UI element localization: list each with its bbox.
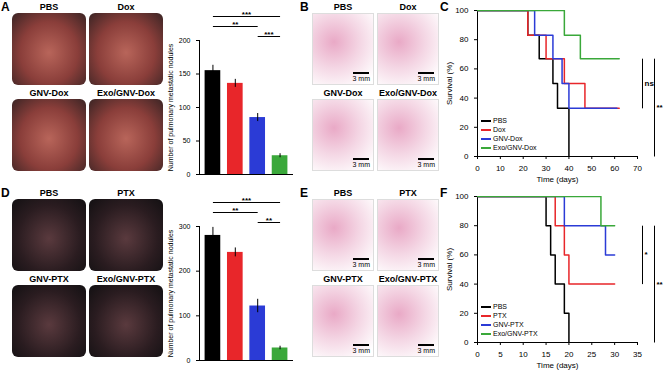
html-text:Exo/GNV-PTX: Exo/GNV-PTX [493,330,538,337]
svg-text:0: 0 [464,338,469,347]
svg-text:100: 100 [179,104,191,111]
html-text:3 mm: 3 mm [352,75,370,82]
svg-text:30: 30 [610,350,619,359]
svg-text:Survival (%): Survival (%) [445,62,454,105]
svg-text:Time (days): Time (days) [537,361,579,370]
html-text:GNV-Dox: GNV-Dox [29,88,69,98]
html-text:3 mm: 3 mm [352,347,370,354]
html-text:PBS: PBS [493,117,507,124]
svg-text:20: 20 [460,309,469,318]
html-text:3 mm: 3 mm [417,347,435,354]
html-text:A: A [1,0,10,14]
svg-text:5: 5 [498,350,503,359]
html-text:E: E [300,186,308,200]
svg-text:10: 10 [519,350,528,359]
html-text:3 mm: 3 mm [417,161,435,168]
html-text:3 mm: 3 mm [352,161,370,168]
svg-text:15: 15 [542,350,551,359]
html-text:C: C [440,0,449,14]
svg-text:20: 20 [460,123,469,132]
html-text:Exo/GNV-Dox: Exo/GNV-Dox [379,88,437,98]
html-text:Dox: Dox [117,2,135,12]
html-text:PTX: PTX [117,188,135,198]
html-text:Exo/GNV-Dox: Exo/GNV-Dox [493,144,537,151]
html-text:3 mm: 3 mm [417,261,435,268]
svg-text:200: 200 [179,37,191,44]
html-text:Dox: Dox [493,126,506,133]
svg-text:40: 40 [460,94,469,103]
svg-text:***: *** [264,30,274,39]
svg-text:50: 50 [183,137,191,144]
html-text:PTX: PTX [493,312,507,319]
svg-text:30: 30 [542,164,551,173]
svg-text:200: 200 [179,267,191,274]
svg-text:60: 60 [610,164,619,173]
svg-text:**: ** [266,216,273,225]
svg-text:0: 0 [475,164,480,173]
html-text:GNV-PTX: GNV-PTX [323,274,363,284]
html-text:F: F [440,186,448,200]
svg-text:20: 20 [519,164,528,173]
html-text:3 mm: 3 mm [417,75,435,82]
svg-text:0: 0 [187,171,191,178]
svg-text:**: ** [232,20,239,29]
svg-text:50: 50 [587,164,596,173]
svg-text:100: 100 [455,192,469,201]
svg-text:35: 35 [633,350,642,359]
svg-text:ns: ns [645,79,655,88]
svg-text:Number of pulmonary metastatic: Number of pulmonary metastatic nodules [167,229,175,357]
svg-text:60: 60 [460,64,469,73]
svg-text:***: *** [242,196,252,205]
html-text:PBS: PBS [493,303,507,310]
svg-text:**: ** [657,280,664,289]
html-text:PBS: PBS [39,188,59,198]
svg-text:0: 0 [187,357,191,364]
svg-text:Number of pulmonary metastatic: Number of pulmonary metastatic nodules [167,43,175,171]
svg-text:0: 0 [475,350,480,359]
svg-text:80: 80 [460,221,469,230]
svg-text:40: 40 [460,280,469,289]
svg-text:40: 40 [564,164,573,173]
svg-text:70: 70 [633,164,642,173]
html-text:Exo/GNV-Dox: Exo/GNV-Dox [97,88,155,98]
svg-text:*: * [645,250,649,259]
svg-text:80: 80 [460,35,469,44]
html-text:B: B [300,0,309,14]
html-text:GNV-PTX: GNV-PTX [493,321,524,328]
html-text:PBS: PBS [333,188,353,198]
svg-text:25: 25 [587,350,596,359]
svg-text:Survival (%): Survival (%) [445,248,454,291]
svg-text:100: 100 [455,6,469,15]
svg-text:***: *** [242,10,252,19]
svg-text:Time (days): Time (days) [537,175,579,184]
html-text:PTX: PTX [399,188,417,198]
html-text:Exo/GNV-PTX: Exo/GNV-PTX [96,274,156,284]
html-text:D: D [1,186,10,200]
svg-text:**: ** [657,103,664,112]
svg-text:20: 20 [564,350,573,359]
html-text:3 mm: 3 mm [352,261,370,268]
svg-text:150: 150 [179,70,191,77]
svg-text:60: 60 [460,250,469,259]
html-text:GNV-PTX: GNV-PTX [29,274,69,284]
svg-text:**: ** [232,206,239,215]
html-text:Dox: Dox [399,2,417,12]
svg-text:300: 300 [179,223,191,230]
svg-text:100: 100 [179,312,191,319]
html-text:Exo/GNV-PTX: Exo/GNV-PTX [378,274,438,284]
html-text:GNV-Dox: GNV-Dox [323,88,363,98]
svg-text:0: 0 [464,152,469,161]
html-text:PBS: PBS [39,2,59,12]
html-text:PBS: PBS [333,2,353,12]
html-text:GNV-Dox: GNV-Dox [493,135,523,142]
svg-text:10: 10 [496,164,505,173]
